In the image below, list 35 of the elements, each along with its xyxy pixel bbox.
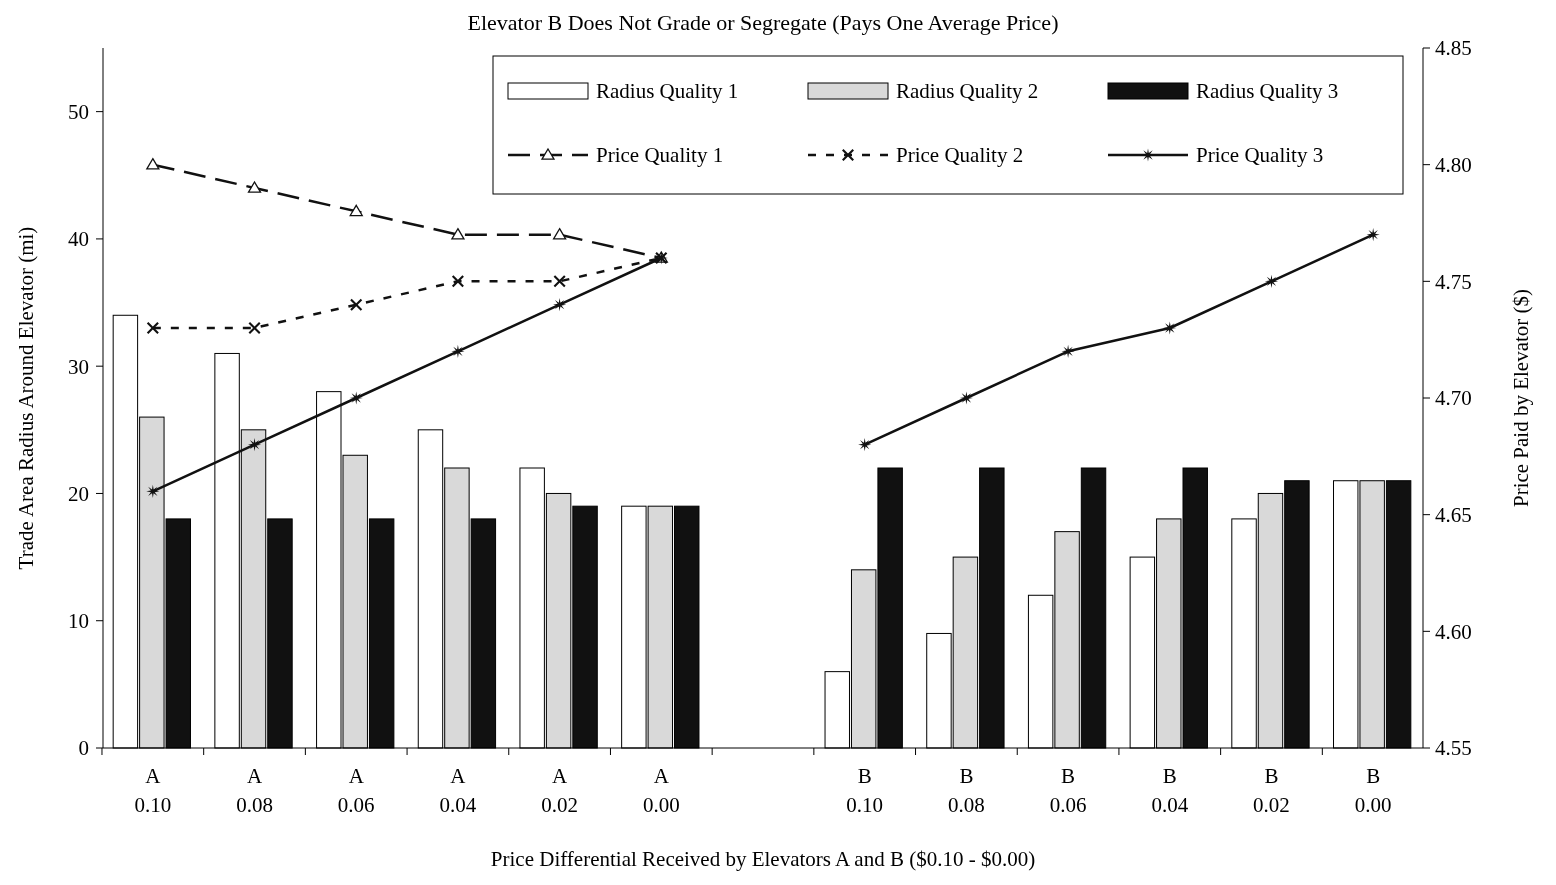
x-axis-title: Price Differential Received by Elevators A and B ($0.10 - $0.00) — [490, 847, 1036, 871]
y2-axis-title: Price Paid by Elevator ($) — [1509, 288, 1533, 508]
x-tick-label: B 0.04 — [1151, 764, 1189, 818]
x-tick-label: A 0.02 — [541, 764, 578, 818]
y2-tick-label: 4.85 — [1435, 36, 1472, 61]
x-tick-label: A 0.00 — [642, 764, 680, 818]
legend-label: Radius Quality 1 — [596, 79, 739, 104]
y2-tick-label: 4.55 — [1435, 736, 1472, 761]
x-tick-label: B 0.00 — [1354, 764, 1392, 818]
y-tick-label: 40 — [68, 227, 89, 252]
y2-tick-label: 4.65 — [1435, 503, 1472, 528]
x-tick-label: A 0.06 — [337, 764, 375, 818]
legend-label: Radius Quality 3 — [1196, 79, 1339, 104]
legend-label: Radius Quality 2 — [896, 79, 1039, 104]
x-tick-label: A 0.04 — [439, 764, 477, 818]
y-tick-label: 20 — [68, 481, 89, 506]
x-tick-label: B 0.10 — [846, 764, 884, 818]
legend-label: Price Quality 2 — [896, 143, 1024, 168]
x-tick-label: B 0.02 — [1253, 764, 1290, 818]
legend-label: Price Quality 1 — [596, 143, 724, 168]
y2-tick-label: 4.60 — [1435, 619, 1472, 644]
x-tick-label: A 0.10 — [134, 764, 172, 818]
y-tick-label: 50 — [68, 99, 89, 124]
y-tick-label: 30 — [68, 354, 89, 379]
y-tick-label: 10 — [68, 609, 89, 634]
y2-tick-label: 4.80 — [1435, 153, 1472, 178]
y2-tick-label: 4.75 — [1435, 269, 1472, 294]
x-tick-label: B 0.08 — [948, 764, 985, 818]
y-tick-label: 0 — [78, 736, 89, 761]
x-tick-label: B 0.06 — [1049, 764, 1087, 818]
x-tick-label: A 0.08 — [236, 764, 273, 818]
y-axis-title: Trade Area Radius Around Elevator (mi) — [14, 226, 38, 570]
y2-tick-label: 4.70 — [1435, 386, 1472, 411]
chart-title: Elevator B Does Not Grade or Segregate (Pays One Average Price) — [467, 10, 1059, 35]
legend-label: Price Quality 3 — [1196, 143, 1324, 168]
